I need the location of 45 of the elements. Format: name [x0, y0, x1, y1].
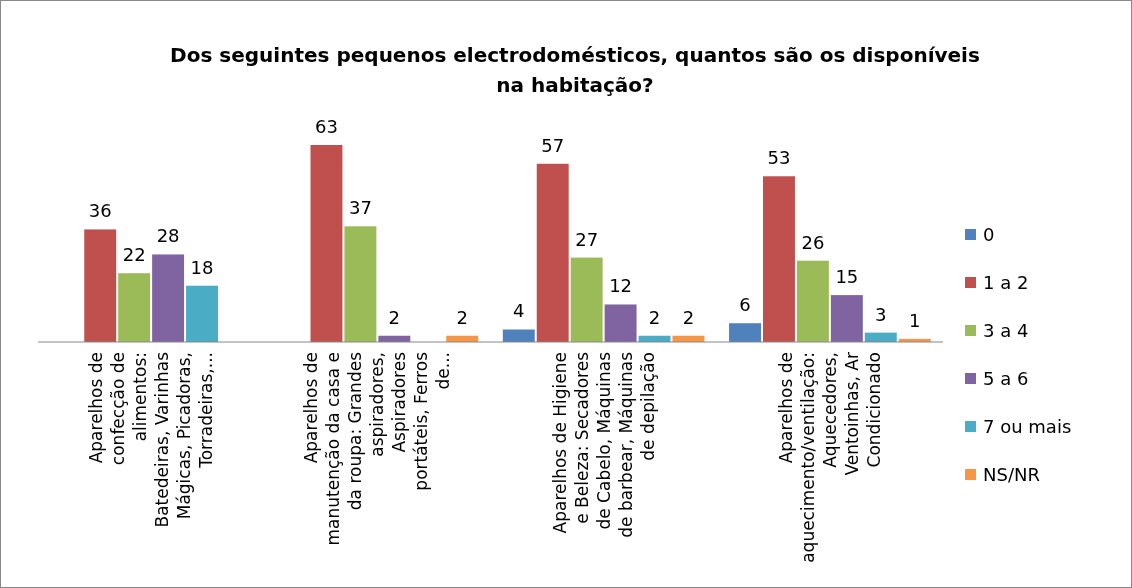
x-tick-label: Aparelhos de confecção de alimentos: Batedeiras, Varinhas Mágicas, Picadoras, Torradeiras,...	[86, 351, 217, 528]
data-label: 3	[875, 303, 887, 325]
data-label: 28	[156, 225, 180, 247]
bar	[186, 285, 218, 342]
legend-label: 0	[983, 224, 995, 245]
bar	[118, 273, 151, 342]
data-label: 4	[513, 300, 525, 322]
x-tick-label: Aparelhos de Higiene e Beleza: Secadores de Cabelo, Máquinas de barbear, Máquinas de depilação	[549, 351, 658, 538]
data-label: 27	[575, 228, 599, 250]
data-label: 2	[388, 306, 401, 328]
x-tick-label: Aparelhos de manutenção da casa e da roupa: Grandes aspiradores, Aspiradores portáteis, Ferros de...	[301, 351, 454, 546]
bar	[796, 260, 829, 342]
data-label: 1	[908, 309, 921, 331]
data-label: 37	[348, 197, 372, 219]
data-label: 57	[541, 134, 565, 156]
data-label: 18	[190, 256, 214, 278]
data-label: 2	[456, 306, 468, 328]
bar	[604, 304, 637, 342]
legend-label: 3 a 4	[983, 320, 1029, 341]
data-label: 36	[88, 200, 112, 222]
data-label: 53	[767, 147, 791, 169]
data-label: 6	[739, 294, 751, 316]
bar	[344, 226, 377, 342]
data-label: 2	[648, 306, 661, 328]
x-tick-label: Aparelhos de aquecimento/ventilação: Aquecedores, Ventoinhas, Ar Condicionado	[775, 352, 884, 563]
data-label: 22	[122, 244, 146, 266]
bar	[152, 254, 185, 342]
data-label: 26	[801, 231, 825, 253]
bar	[310, 145, 343, 342]
data-label: 2	[682, 306, 695, 328]
bar	[536, 163, 569, 342]
legend-label: 7 ou mais	[983, 416, 1072, 437]
legend-label: 1 a 2	[983, 272, 1029, 293]
bar	[502, 329, 535, 342]
data-label: 63	[315, 116, 338, 137]
bar	[763, 176, 795, 342]
data-label: 12	[609, 275, 633, 297]
bar	[84, 229, 117, 342]
bar	[830, 295, 863, 342]
legend-label: 5 a 6	[983, 368, 1029, 389]
bar	[729, 323, 761, 342]
legend-label: NS/NR	[983, 464, 1040, 485]
data-label: 15	[835, 266, 859, 288]
bar	[570, 257, 603, 342]
chart-title: Dos seguintes pequenos electrodomésticos, quantos são os disponíveis na habitação?	[170, 43, 980, 97]
